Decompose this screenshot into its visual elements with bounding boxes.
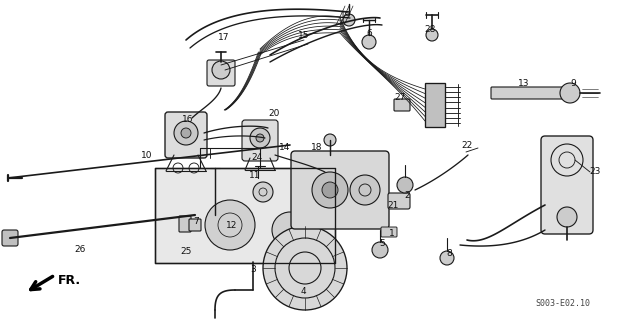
Text: 16: 16 [182, 115, 194, 124]
Text: 22: 22 [461, 140, 472, 150]
Text: 7: 7 [193, 218, 199, 226]
FancyBboxPatch shape [189, 219, 201, 231]
Text: 23: 23 [589, 167, 601, 176]
Text: 1: 1 [389, 228, 395, 238]
FancyBboxPatch shape [165, 112, 207, 158]
Circle shape [205, 200, 255, 250]
Circle shape [212, 61, 230, 79]
Text: 17: 17 [218, 33, 230, 42]
FancyBboxPatch shape [388, 193, 410, 209]
Text: 8: 8 [446, 249, 452, 258]
Text: 12: 12 [227, 221, 237, 231]
Text: 10: 10 [141, 151, 153, 160]
FancyBboxPatch shape [291, 151, 389, 229]
Text: 24: 24 [252, 153, 262, 162]
FancyBboxPatch shape [425, 83, 445, 127]
Circle shape [557, 207, 577, 227]
Text: 15: 15 [298, 32, 310, 41]
Text: 21: 21 [387, 202, 399, 211]
Text: 2: 2 [404, 191, 410, 201]
Circle shape [253, 182, 273, 202]
FancyBboxPatch shape [491, 87, 563, 99]
Circle shape [560, 83, 580, 103]
FancyBboxPatch shape [2, 230, 18, 246]
FancyBboxPatch shape [381, 227, 397, 237]
Circle shape [324, 134, 336, 146]
Circle shape [322, 182, 338, 198]
Text: 5: 5 [379, 240, 385, 249]
Circle shape [272, 212, 308, 248]
Circle shape [250, 128, 270, 148]
FancyBboxPatch shape [207, 60, 235, 86]
Text: 13: 13 [518, 78, 530, 87]
Circle shape [362, 35, 376, 49]
Text: 14: 14 [279, 144, 291, 152]
Text: S003-E02.10: S003-E02.10 [535, 299, 590, 308]
Text: 6: 6 [366, 29, 372, 39]
Circle shape [312, 172, 348, 208]
Text: 27: 27 [394, 93, 406, 102]
FancyBboxPatch shape [179, 216, 191, 232]
Circle shape [372, 242, 388, 258]
FancyBboxPatch shape [242, 120, 278, 161]
FancyBboxPatch shape [541, 136, 593, 234]
Text: 9: 9 [570, 79, 576, 88]
Circle shape [350, 175, 380, 205]
Text: 19: 19 [340, 11, 352, 20]
Text: FR.: FR. [58, 273, 81, 286]
Circle shape [426, 29, 438, 41]
Text: 11: 11 [249, 172, 260, 181]
Text: 20: 20 [268, 108, 280, 117]
Circle shape [174, 121, 198, 145]
FancyBboxPatch shape [394, 99, 410, 111]
Circle shape [256, 134, 264, 142]
Circle shape [263, 226, 347, 310]
Text: 4: 4 [300, 286, 306, 295]
Text: 18: 18 [311, 144, 323, 152]
Text: 25: 25 [180, 248, 192, 256]
FancyBboxPatch shape [155, 168, 335, 263]
Circle shape [440, 251, 454, 265]
Circle shape [343, 14, 355, 26]
Circle shape [181, 128, 191, 138]
Text: 26: 26 [74, 244, 86, 254]
Text: 28: 28 [424, 26, 436, 34]
Circle shape [397, 177, 413, 193]
Text: 3: 3 [250, 264, 256, 273]
